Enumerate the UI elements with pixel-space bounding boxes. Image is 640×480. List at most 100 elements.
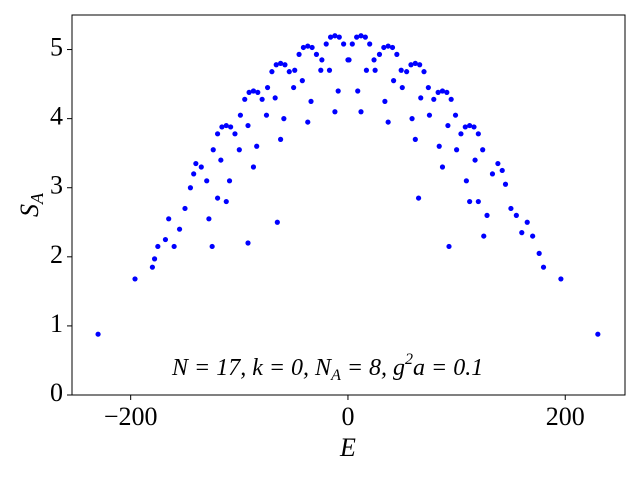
- point: [513, 212, 519, 218]
- point: [472, 157, 478, 163]
- point: [355, 88, 361, 94]
- point: [214, 195, 221, 201]
- point: [436, 143, 442, 149]
- point: [508, 205, 514, 212]
- point: [226, 178, 233, 184]
- point: [327, 34, 334, 40]
- point: [425, 84, 431, 91]
- point: [412, 136, 418, 142]
- annotation-part: N = 17, k = 0, N: [171, 355, 333, 381]
- point: [264, 84, 271, 91]
- y-tick-label: 3: [50, 171, 63, 200]
- point: [398, 67, 404, 73]
- point: [381, 44, 387, 51]
- point: [439, 164, 446, 170]
- point: [363, 67, 370, 73]
- point: [524, 219, 530, 225]
- point: [151, 256, 158, 262]
- point: [308, 98, 314, 104]
- point: [273, 62, 279, 68]
- point: [313, 51, 320, 57]
- point: [176, 226, 183, 232]
- y-label-main: S: [15, 204, 44, 217]
- point: [274, 219, 280, 225]
- point: [332, 33, 338, 39]
- point: [223, 122, 229, 129]
- point: [484, 212, 490, 218]
- point: [418, 95, 424, 101]
- point: [502, 181, 509, 187]
- annotation-part: 2: [405, 351, 413, 368]
- x-tick-label: 0: [341, 402, 354, 431]
- point: [232, 131, 238, 137]
- y-tick-label: 5: [50, 33, 63, 62]
- point: [237, 112, 243, 118]
- point: [204, 178, 210, 184]
- point: [426, 112, 433, 118]
- point: [489, 171, 496, 177]
- annotation-part: a = 0.1: [413, 355, 483, 381]
- point: [332, 109, 338, 115]
- y-label-sub: A: [27, 192, 47, 205]
- point: [336, 34, 342, 40]
- point: [367, 41, 373, 47]
- point: [385, 119, 391, 125]
- point: [463, 178, 469, 184]
- point: [305, 43, 311, 49]
- point: [458, 131, 464, 137]
- point: [198, 164, 204, 170]
- point: [558, 276, 564, 282]
- point: [371, 57, 377, 63]
- point: [319, 57, 325, 63]
- point: [408, 62, 414, 68]
- point: [536, 250, 542, 256]
- point: [132, 276, 138, 282]
- point: [519, 230, 525, 236]
- point: [462, 124, 468, 130]
- point: [209, 243, 215, 250]
- point: [439, 88, 446, 94]
- point: [318, 67, 324, 73]
- point: [272, 95, 278, 101]
- point: [446, 243, 452, 250]
- point: [291, 84, 297, 91]
- point: [323, 41, 329, 47]
- point: [263, 112, 270, 118]
- point: [389, 44, 396, 51]
- x-tick-label: −200: [104, 402, 158, 431]
- point: [404, 69, 410, 75]
- annotation-part: A: [330, 367, 341, 384]
- point: [399, 84, 405, 91]
- point: [358, 109, 364, 115]
- point: [409, 116, 415, 122]
- point: [305, 119, 311, 125]
- point: [358, 33, 364, 39]
- point: [412, 60, 418, 66]
- point: [346, 57, 352, 63]
- point: [286, 69, 292, 75]
- point: [421, 69, 427, 75]
- point: [214, 131, 221, 137]
- point: [259, 96, 265, 102]
- point: [228, 124, 234, 130]
- y-tick-label: 1: [50, 309, 63, 338]
- point: [595, 331, 601, 337]
- point: [206, 216, 212, 222]
- point: [255, 89, 261, 95]
- point: [376, 51, 383, 57]
- point: [454, 147, 460, 153]
- point: [448, 96, 454, 102]
- point: [372, 67, 378, 73]
- point: [269, 69, 275, 75]
- point: [282, 62, 288, 68]
- point: [277, 136, 284, 142]
- point: [191, 171, 197, 177]
- point: [236, 147, 242, 153]
- point: [242, 96, 248, 102]
- point: [300, 44, 307, 51]
- y-axis-label: SA: [15, 192, 47, 217]
- point: [394, 51, 400, 57]
- point: [292, 67, 298, 73]
- point: [210, 147, 216, 153]
